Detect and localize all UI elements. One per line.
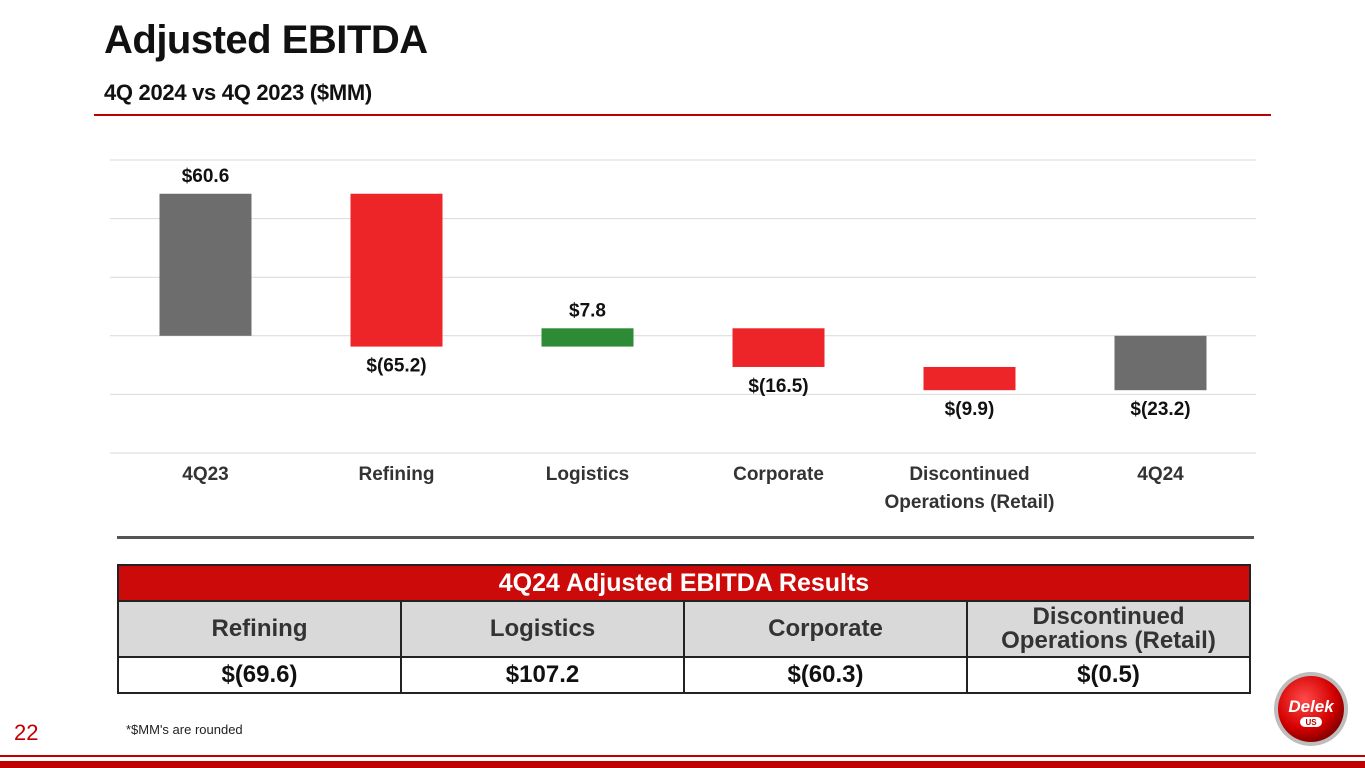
page-number: 22 (14, 720, 39, 745)
bar-corporate (732, 328, 825, 367)
bar-4q24 (1114, 335, 1207, 391)
results-table-title: 4Q24 Adjusted EBITDA Results (117, 564, 1251, 602)
footer-bar (0, 761, 1365, 768)
results-value-discontinued: $(0.5) (966, 656, 1251, 694)
logo-text-main: Delek (1288, 697, 1335, 716)
results-value-logistics: $107.2 (400, 656, 685, 694)
delek-logo: Delek US (1274, 672, 1348, 746)
results-col-logistics: Logistics (400, 600, 685, 658)
results-value-refining: $(69.6) (117, 656, 402, 694)
category-label-4q24: 4Q24 (1137, 464, 1184, 485)
category-label-discontinued-operations-retail: Discontinued Operations (Retail) (885, 464, 1055, 513)
results-col-refining: Refining (117, 600, 402, 658)
data-label-4q23: $60.6 (182, 166, 230, 187)
chart-data-labels: $60.6 $(65.2) $7.8 $(16.5) $(9.9) $(23.2) (182, 166, 1191, 420)
results-value-corporate: $(60.3) (683, 656, 968, 694)
results-table-header-row: Refining Logistics Corporate Discontinue… (117, 600, 1251, 658)
footer-rule-thin (0, 755, 1365, 757)
section-divider (117, 536, 1254, 539)
logo-text-sub: US (1305, 718, 1317, 727)
category-label-refining: Refining (359, 464, 435, 485)
data-label-logistics: $7.8 (569, 300, 606, 321)
waterfall-chart: $60.6 $(65.2) $7.8 $(16.5) $(9.9) $(23.2) 4Q2… (110, 159, 1256, 513)
bar-4q23 (159, 193, 252, 336)
chart-category-labels: 4Q23 Refining Logistics Corporate Discontinu… (182, 464, 1184, 513)
bar-refining (350, 193, 443, 347)
results-col-discontinued: Discontinued Operations (Retail) (966, 600, 1251, 658)
page-subtitle: 4Q 2024 vs 4Q 2023 ($MM) (104, 80, 372, 105)
chart-gridlines (110, 159, 1256, 454)
data-label-corporate: $(16.5) (748, 376, 808, 397)
data-label-discontinued-operations-retail: $(9.9) (945, 399, 995, 420)
bar-discontinued-operations-retail (923, 366, 1016, 391)
footnote: *$MM's are rounded (126, 722, 243, 737)
results-col-corporate: Corporate (683, 600, 968, 658)
chart-bars (159, 193, 1207, 391)
category-label-4q23: 4Q23 (182, 464, 228, 485)
data-label-refining: $(65.2) (366, 356, 426, 377)
category-label-logistics: Logistics (546, 464, 629, 485)
results-table: 4Q24 Adjusted EBITDA Results Refining Lo… (117, 564, 1251, 694)
data-label-4q24: $(23.2) (1130, 399, 1190, 420)
title-divider (94, 114, 1271, 116)
page-title: Adjusted EBITDA (104, 18, 428, 62)
bar-logistics (541, 328, 634, 347)
results-table-value-row: $(69.6) $107.2 $(60.3) $(0.5) (117, 656, 1251, 694)
category-label-corporate: Corporate (733, 464, 824, 485)
